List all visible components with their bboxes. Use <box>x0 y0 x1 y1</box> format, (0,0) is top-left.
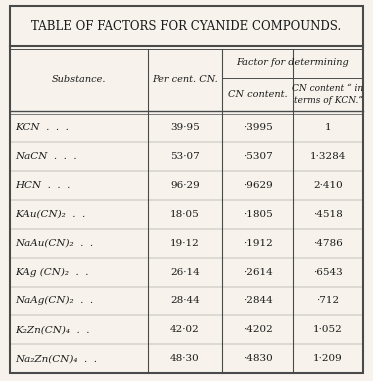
Text: 53·07: 53·07 <box>170 152 200 161</box>
Text: 1·3284: 1·3284 <box>310 152 346 161</box>
Text: ·2844: ·2844 <box>242 296 272 306</box>
Text: Per cent. CN.: Per cent. CN. <box>152 75 218 85</box>
Text: ·712: ·712 <box>316 296 339 306</box>
Text: Na₂Zn(CN)₄  .  .: Na₂Zn(CN)₄ . . <box>15 354 97 363</box>
Text: KCN  .  .  .: KCN . . . <box>15 123 69 133</box>
Text: HCN  .  .  .: HCN . . . <box>15 181 70 190</box>
Text: 18·05: 18·05 <box>170 210 200 219</box>
Text: NaCN  .  .  .: NaCN . . . <box>15 152 76 161</box>
Text: NaAu(CN)₂  .  .: NaAu(CN)₂ . . <box>15 239 93 248</box>
Text: Factor for determining: Factor for determining <box>236 58 349 67</box>
Text: K₂Zn(CN)₄  .  .: K₂Zn(CN)₄ . . <box>15 325 90 334</box>
Text: CN content.: CN content. <box>228 90 287 99</box>
Text: ·6543: ·6543 <box>313 267 343 277</box>
Text: ·5307: ·5307 <box>242 152 272 161</box>
Text: 42·02: 42·02 <box>170 325 200 334</box>
Text: 48·30: 48·30 <box>170 354 200 363</box>
Text: ·4830: ·4830 <box>242 354 272 363</box>
Text: 39·95: 39·95 <box>170 123 200 133</box>
Text: ·1805: ·1805 <box>242 210 272 219</box>
Text: 1: 1 <box>325 123 331 133</box>
Text: ·4202: ·4202 <box>242 325 272 334</box>
Text: ·4786: ·4786 <box>313 239 343 248</box>
Text: NaAg(CN)₂  .  .: NaAg(CN)₂ . . <box>15 296 93 306</box>
Text: ·4518: ·4518 <box>313 210 343 219</box>
Text: 2·410: 2·410 <box>313 181 343 190</box>
Text: TABLE OF FACTORS FOR CYANIDE COMPOUNDS.: TABLE OF FACTORS FOR CYANIDE COMPOUNDS. <box>31 19 342 32</box>
Text: Substance.: Substance. <box>52 75 106 85</box>
Text: 1·209: 1·209 <box>313 354 343 363</box>
Text: 96·29: 96·29 <box>170 181 200 190</box>
Text: ·1912: ·1912 <box>242 239 272 248</box>
Text: ·3995: ·3995 <box>242 123 272 133</box>
Text: ·2614: ·2614 <box>242 267 272 277</box>
Text: 1·052: 1·052 <box>313 325 343 334</box>
Text: KAg (CN)₂  .  .: KAg (CN)₂ . . <box>15 267 88 277</box>
Text: CN content “ in
terms of KCN.”: CN content “ in terms of KCN.” <box>292 85 364 104</box>
Text: ·9629: ·9629 <box>242 181 272 190</box>
Text: 19·12: 19·12 <box>170 239 200 248</box>
Text: 26·14: 26·14 <box>170 267 200 277</box>
Text: 28·44: 28·44 <box>170 296 200 306</box>
Text: KAu(CN)₂  .  .: KAu(CN)₂ . . <box>15 210 85 219</box>
